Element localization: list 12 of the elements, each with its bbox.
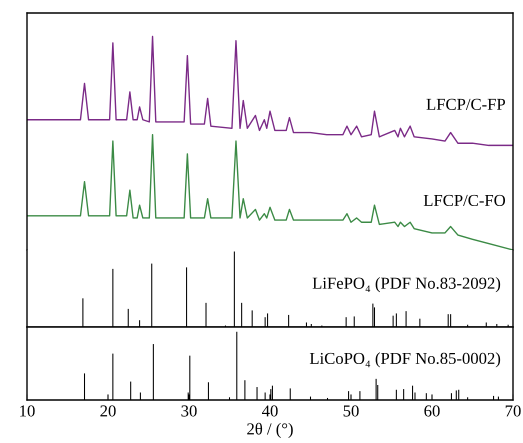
x-tick-label: 20	[100, 405, 116, 417]
annotation: LiCoPO₄ (PDF No.85-0002)	[310, 352, 500, 368]
series-label: LFCP/C-FO	[424, 194, 506, 206]
series-label: LFCP/C-FP	[426, 98, 506, 110]
x-tick-label: 60	[424, 405, 440, 417]
x-tick-label: 10	[20, 405, 35, 417]
annotation: LiFePO₄ (PDF No.83-2092)	[312, 277, 500, 292]
x-tick-label: 50	[344, 405, 359, 417]
x-axis-title: 2θ / (°)	[247, 422, 293, 438]
x-tick-label: 70	[506, 405, 521, 417]
x-tick-label: 30	[181, 405, 197, 417]
x-tick-label: 40	[262, 405, 278, 417]
